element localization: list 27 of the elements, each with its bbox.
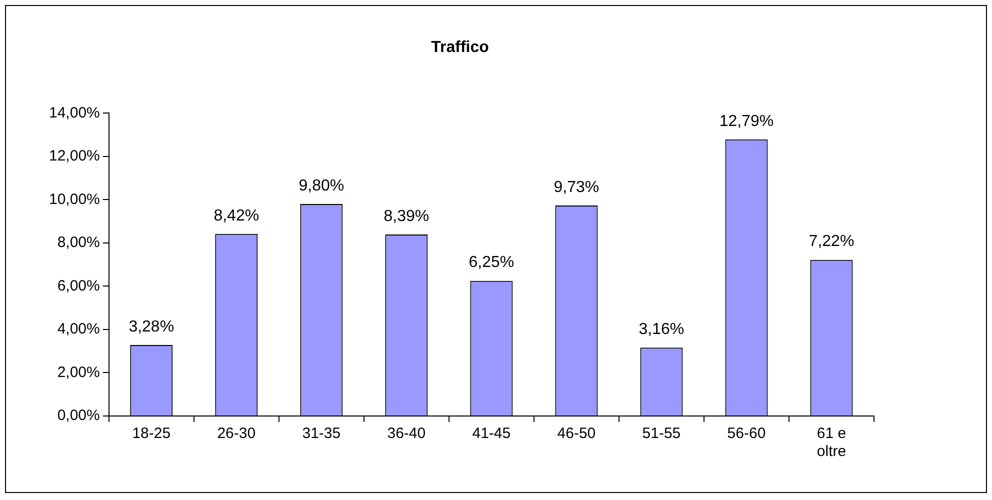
data-label: 6,25% [468, 254, 514, 272]
y-tick-label: 14,00% [49, 104, 100, 122]
y-tick-label: 0,00% [57, 407, 100, 424]
x-tick-label: 31-35 [302, 425, 341, 442]
data-label: 12,79% [719, 112, 774, 130]
y-tick-label: 2,00% [57, 364, 100, 381]
y-tick-label: 12,00% [49, 148, 100, 165]
x-tick-label: 18-25 [132, 425, 171, 442]
x-tick-label: 41-45 [472, 425, 511, 442]
x-tick-label: 51-55 [642, 425, 681, 442]
data-label: 3,28% [128, 318, 174, 336]
data-label: 8,42% [214, 207, 260, 224]
y-tick-label: 6,00% [57, 277, 100, 294]
x-tick-label: 36-40 [387, 425, 426, 442]
data-label: 9,73% [554, 178, 600, 196]
x-tick-label: 46-50 [557, 425, 596, 442]
y-tick-label: 10,00% [49, 190, 100, 208]
x-tick-label: 61 e oltre [816, 425, 846, 460]
y-tick-label: 4,00% [57, 320, 100, 338]
data-label: 3,16% [638, 321, 684, 338]
data-label: 9,80% [298, 177, 344, 194]
data-label: 8,39% [384, 208, 430, 225]
data-label: 7,22% [808, 233, 854, 250]
x-tick-label: 26-30 [217, 425, 256, 442]
chart-title: Traffico [431, 39, 490, 56]
y-tick-label: 8,00% [57, 234, 100, 252]
x-tick-label: 56-60 [727, 425, 766, 442]
